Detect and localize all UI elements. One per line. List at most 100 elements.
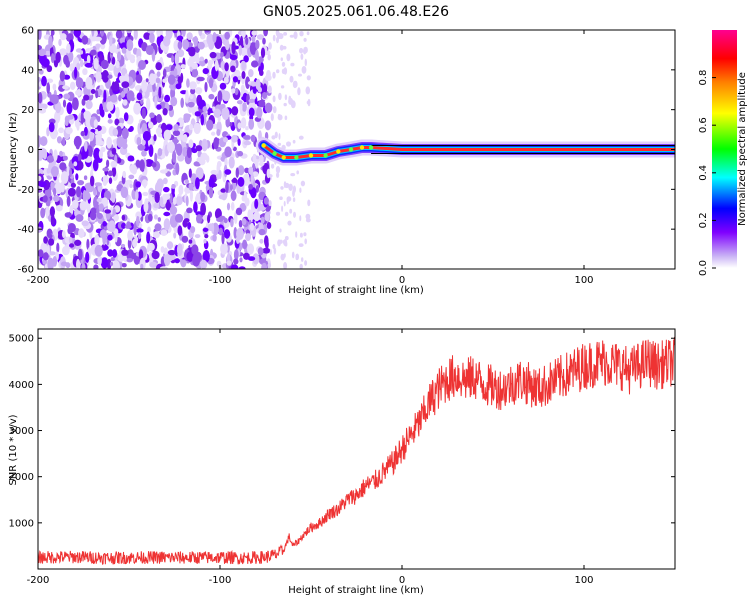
heatmap-noise-blob xyxy=(187,101,195,108)
heatmap-noise-blob xyxy=(230,190,237,202)
heatmap-noise-blob xyxy=(188,183,194,191)
heatmap-noise-blob xyxy=(203,238,207,244)
heatmap-noise-blob xyxy=(231,88,236,94)
heatmap-noise-blob xyxy=(49,206,56,217)
heatmap-noise-blob xyxy=(53,187,57,197)
snr-y-axis-label: SNR (10 * v/v) xyxy=(8,414,19,485)
heatmap-noise-blob xyxy=(136,92,143,101)
heatmap-noise-blob xyxy=(183,113,192,119)
heatmap-noise-blob xyxy=(121,214,126,221)
heatmap-noise-blob xyxy=(48,251,56,256)
heatmap-noise-blob xyxy=(254,49,259,62)
heatmap-noise-blob xyxy=(175,196,183,206)
heatmap-noise-blob xyxy=(175,83,182,90)
heatmap-sparse-blob xyxy=(299,31,304,37)
chart-title: GN05.2025.061.06.48.E26 xyxy=(263,4,449,20)
heatmap-sparse-blob xyxy=(280,57,283,62)
heatmap-noise-blob xyxy=(62,99,67,108)
heatmap-noise-blob xyxy=(107,74,113,79)
heatmap-noise-blob xyxy=(234,89,239,96)
heatmap-noise-blob xyxy=(93,36,102,42)
heatmap-noise-blob xyxy=(97,115,101,123)
heatmap-sparse-blob xyxy=(287,220,292,226)
heatmap-noise-blob xyxy=(121,222,126,229)
heatmap-sparse-blob xyxy=(288,97,294,105)
heatmap-sparse-blob xyxy=(283,102,287,107)
heatmap-noise-blob xyxy=(93,119,98,128)
heatmap-noise-blob xyxy=(58,127,64,134)
heatmap-noise-blob xyxy=(242,135,251,140)
heatmap-noise-blob xyxy=(200,114,205,126)
heatmap-noise-blob xyxy=(85,251,90,263)
snr-series-line xyxy=(38,336,675,566)
heatmap-noise-blob xyxy=(246,93,250,106)
heatmap-noise-blob xyxy=(40,207,46,219)
heatmap-noise-blob xyxy=(154,191,160,204)
heatmap-sparse-blob xyxy=(305,86,311,95)
heatmap-noise-blob xyxy=(258,99,266,108)
heatmap-noise-blob xyxy=(162,177,168,185)
heatmap-noise-blob xyxy=(232,76,238,83)
heatmap-noise-blob xyxy=(89,211,97,221)
heatmap-noise-blob xyxy=(208,77,214,89)
heatmap-sparse-blob xyxy=(272,106,277,114)
heatmap-noise-blob xyxy=(233,249,239,261)
heatmap-noise-blob xyxy=(138,249,144,260)
heatmap-noise-blob xyxy=(60,181,66,193)
heatmap-noise-blob xyxy=(200,191,206,202)
heatmap-noise-blob xyxy=(63,93,71,100)
heatmap-noise-blob xyxy=(118,94,122,102)
heatmap-noise-blob xyxy=(263,30,268,37)
heatmap-noise-blob xyxy=(58,38,62,47)
heatmap-noise-blob xyxy=(96,109,100,115)
heatmap-noise-blob xyxy=(181,30,186,37)
heatmap-noise-blob xyxy=(246,243,255,255)
heatmap-signal-track xyxy=(255,137,675,166)
heatmap-noise-blob xyxy=(147,213,153,222)
signal-hotspot xyxy=(308,153,314,158)
heatmap-noise-blob xyxy=(112,208,116,216)
heatmap-noise-blob xyxy=(93,264,99,269)
heatmap-noise-blob xyxy=(185,89,189,103)
heatmap-sparse-blob xyxy=(268,200,272,207)
heatmap-noise-blob xyxy=(173,232,177,239)
heatmap-noise-blob xyxy=(42,148,48,160)
heatmap-noise-blob xyxy=(225,39,230,51)
heatmap-noise-blob xyxy=(159,169,168,174)
heatmap-noise-blob xyxy=(73,30,81,38)
heatmap-sparse-blob xyxy=(280,186,284,190)
heatmap-noise-blob xyxy=(220,243,228,255)
heatmap-noise-blob xyxy=(135,215,140,227)
heatmap-noise-blob xyxy=(191,244,199,255)
heatmap-sparse-blob xyxy=(279,228,282,233)
heatmap-noise-blob xyxy=(59,33,67,41)
heatmap-noise-blob xyxy=(68,236,73,244)
heatmap-noise-blob xyxy=(48,35,53,49)
heatmap-noise-blob xyxy=(59,48,67,56)
heatmap-noise-blob xyxy=(167,74,176,85)
heatmap-noise-blob xyxy=(126,258,133,263)
heatmap-noise-blob xyxy=(204,30,210,33)
heatmap-noise-blob xyxy=(176,243,183,256)
heatmap-noise-blob xyxy=(229,54,238,61)
heatmap-sparse-blob xyxy=(299,187,302,193)
heatmap-noise-blob xyxy=(38,175,42,182)
heatmap-noise-blob xyxy=(264,120,272,131)
heatmap-noise-blob xyxy=(132,238,138,248)
heatmap-noise-blob xyxy=(121,263,127,268)
heatmap-noise-blob xyxy=(204,234,209,239)
heatmap-sparse-blob xyxy=(272,95,276,103)
heatmap-noise-blob xyxy=(223,76,229,84)
heatmap-noise-blob xyxy=(135,181,142,188)
heatmap-noise-blob xyxy=(66,102,73,115)
heatmap-sparse-blob xyxy=(267,174,273,178)
heatmap-noise-blob xyxy=(108,177,113,185)
heatmap-noise-blob xyxy=(200,259,208,269)
heatmap-noise-blob xyxy=(220,51,224,58)
x-tick-label: -200 xyxy=(27,575,50,586)
heatmap-noise-blob xyxy=(67,187,76,197)
heatmap-noise-blob xyxy=(79,50,84,55)
heatmap-noise-blob xyxy=(112,139,118,144)
heatmap-noise-blob xyxy=(129,125,134,132)
heatmap-noise-blob xyxy=(263,197,269,205)
